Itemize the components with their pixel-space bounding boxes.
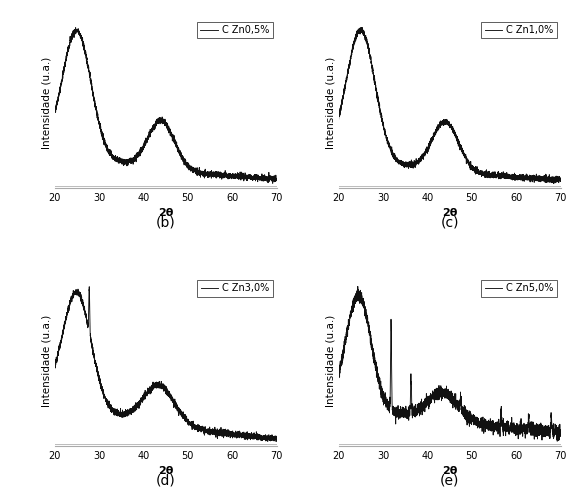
Legend: C Zn1,0%: C Zn1,0% xyxy=(481,22,557,38)
Y-axis label: Intensidade (u.a.): Intensidade (u.a.) xyxy=(326,315,336,407)
Legend: C Zn0,5%: C Zn0,5% xyxy=(197,22,273,38)
Text: (e): (e) xyxy=(440,474,459,488)
Text: (c): (c) xyxy=(440,215,459,229)
X-axis label: 2θ: 2θ xyxy=(158,208,173,218)
Y-axis label: Intensidade (u.a.): Intensidade (u.a.) xyxy=(42,56,52,149)
X-axis label: 2θ: 2θ xyxy=(442,208,457,218)
Text: (b): (b) xyxy=(156,215,175,229)
X-axis label: 2θ: 2θ xyxy=(158,467,173,476)
X-axis label: 2θ: 2θ xyxy=(442,467,457,476)
Legend: C Zn3,0%: C Zn3,0% xyxy=(197,280,273,297)
Y-axis label: Intensidade (u.a.): Intensidade (u.a.) xyxy=(326,56,336,149)
Text: (d): (d) xyxy=(156,474,175,488)
Legend: C Zn5,0%: C Zn5,0% xyxy=(481,280,557,297)
Y-axis label: Intensidade (u.a.): Intensidade (u.a.) xyxy=(42,315,52,407)
